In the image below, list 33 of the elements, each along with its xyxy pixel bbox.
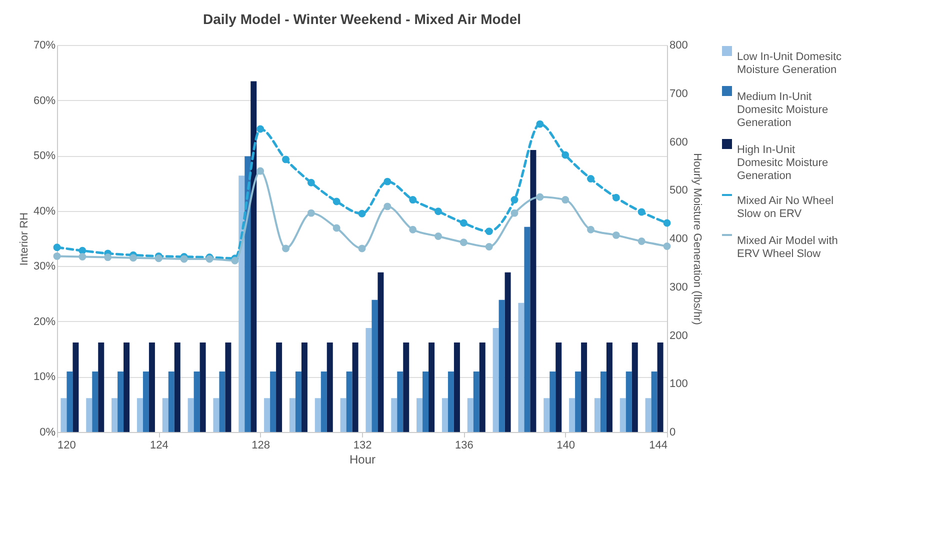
y2-tick-label: 700 <box>670 88 688 100</box>
y2-tick-label: 200 <box>670 330 688 342</box>
x-tick-label: 144 <box>649 440 668 452</box>
y-axis-title: Interior RH <box>18 212 30 266</box>
y2-tick-label: 0 <box>670 426 676 438</box>
x-tick-label: 124 <box>150 440 168 452</box>
y-tick-label: 30% <box>33 260 56 273</box>
legend-label: Medium In-Unit Domesitc Moisture Generation <box>737 91 828 129</box>
legend-label: Low In-Unit Domesitc Moisture Generation <box>737 51 842 76</box>
y2-axis-title: Hourly Moisture Generation (lbs/hr) <box>690 153 703 325</box>
y2-tick-label: 600 <box>670 136 688 148</box>
y2-tick-label: 800 <box>670 40 688 52</box>
x-tick-label: 136 <box>454 440 474 452</box>
y2-tick-label: 300 <box>670 281 688 294</box>
x-tick-label: 120 <box>58 440 76 452</box>
legend-label: Mixed Air No Wheel Slow on ERV <box>737 195 834 220</box>
legend-label: Mixed Air Model with ERV Wheel Slow <box>737 235 838 260</box>
legend-label: High In-Unit Domesitc Moisture Generation <box>737 144 828 182</box>
chart-title: Daily Model - Winter Weekend - Mixed Air Model <box>202 11 522 27</box>
y-tick-label: 50% <box>33 150 56 162</box>
y-tick-label: 40% <box>33 205 56 218</box>
y-tick-label: 60% <box>33 94 56 107</box>
x-tick-label: 128 <box>252 440 270 452</box>
y-tick-label: 10% <box>33 371 56 384</box>
y-tick-label: 70% <box>33 40 56 52</box>
x-axis-title: Hour <box>349 452 376 466</box>
y-tick-label: 0% <box>40 426 56 438</box>
y-tick-label: 20% <box>33 316 56 328</box>
x-tick-label: 132 <box>353 440 372 452</box>
x-tick-label: 140 <box>556 440 576 452</box>
y2-tick-label: 500 <box>670 184 688 197</box>
y2-tick-label: 400 <box>670 233 688 245</box>
y2-tick-label: 100 <box>670 378 688 390</box>
